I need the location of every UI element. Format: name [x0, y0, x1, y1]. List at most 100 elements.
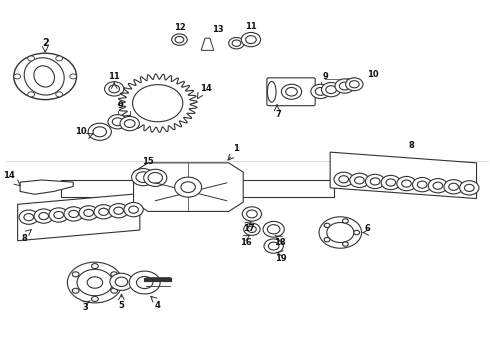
Text: 18: 18	[274, 238, 286, 247]
Circle shape	[263, 221, 284, 237]
Circle shape	[34, 209, 53, 223]
Text: 8: 8	[22, 234, 28, 243]
Circle shape	[87, 277, 102, 288]
Circle shape	[88, 123, 111, 140]
Circle shape	[181, 182, 196, 193]
Text: 11: 11	[245, 22, 257, 31]
Text: 14: 14	[200, 84, 212, 93]
Polygon shape	[134, 163, 243, 211]
Circle shape	[327, 222, 354, 243]
Circle shape	[112, 118, 123, 126]
Text: 3: 3	[82, 303, 88, 312]
Text: 13: 13	[212, 24, 224, 33]
Circle shape	[402, 180, 411, 187]
Circle shape	[124, 120, 135, 127]
Text: 17: 17	[243, 224, 254, 233]
Circle shape	[92, 296, 98, 301]
Circle shape	[56, 56, 63, 61]
Circle shape	[115, 277, 128, 287]
Circle shape	[340, 82, 350, 90]
Circle shape	[19, 210, 38, 224]
Circle shape	[246, 210, 257, 218]
Circle shape	[349, 81, 359, 88]
Text: 6: 6	[365, 224, 371, 233]
Circle shape	[465, 184, 474, 192]
Circle shape	[132, 168, 155, 186]
Text: 19: 19	[275, 254, 287, 263]
Text: 7: 7	[275, 111, 281, 120]
Circle shape	[64, 207, 83, 221]
Circle shape	[433, 182, 443, 189]
Circle shape	[370, 178, 380, 185]
Circle shape	[242, 207, 262, 221]
Circle shape	[109, 203, 128, 218]
Polygon shape	[330, 152, 477, 199]
Circle shape	[428, 179, 447, 193]
Circle shape	[281, 84, 302, 99]
Circle shape	[366, 174, 385, 189]
Circle shape	[148, 172, 163, 183]
Circle shape	[264, 239, 283, 253]
Circle shape	[79, 206, 98, 220]
Circle shape	[124, 203, 143, 217]
Circle shape	[444, 180, 463, 194]
Text: 4: 4	[155, 301, 161, 310]
Circle shape	[397, 176, 416, 191]
Circle shape	[136, 276, 153, 289]
Circle shape	[77, 269, 113, 296]
Circle shape	[326, 86, 337, 94]
Circle shape	[321, 82, 341, 97]
Circle shape	[120, 116, 139, 131]
Circle shape	[324, 238, 330, 242]
Circle shape	[110, 273, 133, 291]
Text: 2: 2	[42, 38, 49, 48]
Circle shape	[324, 223, 330, 228]
Text: 8: 8	[409, 141, 414, 150]
Circle shape	[334, 172, 353, 186]
Circle shape	[136, 172, 150, 183]
Circle shape	[129, 271, 160, 294]
Text: 15: 15	[142, 157, 154, 166]
Circle shape	[269, 242, 279, 250]
Circle shape	[144, 169, 167, 186]
Text: 14: 14	[3, 171, 15, 180]
Circle shape	[111, 272, 118, 277]
Circle shape	[345, 78, 363, 91]
Circle shape	[69, 210, 78, 217]
Circle shape	[343, 219, 348, 223]
Circle shape	[232, 40, 241, 46]
Circle shape	[68, 262, 122, 303]
Circle shape	[460, 181, 479, 195]
Circle shape	[94, 204, 113, 219]
Circle shape	[413, 177, 432, 192]
Circle shape	[335, 79, 354, 93]
Circle shape	[28, 92, 34, 97]
Circle shape	[354, 230, 360, 235]
Circle shape	[244, 223, 260, 235]
FancyBboxPatch shape	[267, 78, 315, 106]
Circle shape	[49, 208, 68, 222]
Circle shape	[355, 177, 364, 184]
Text: 12: 12	[173, 23, 185, 32]
Circle shape	[14, 53, 76, 100]
Text: 16: 16	[240, 238, 251, 247]
Circle shape	[99, 208, 108, 215]
Ellipse shape	[34, 66, 54, 87]
Ellipse shape	[24, 58, 64, 95]
Text: 1: 1	[234, 144, 240, 153]
Circle shape	[241, 32, 261, 47]
Bar	[61, 180, 150, 197]
Circle shape	[343, 242, 348, 246]
Circle shape	[92, 264, 98, 269]
Circle shape	[111, 288, 118, 293]
Polygon shape	[18, 194, 140, 241]
Circle shape	[350, 173, 369, 188]
Circle shape	[70, 74, 76, 79]
Circle shape	[172, 34, 187, 45]
Text: 10: 10	[74, 127, 86, 136]
Circle shape	[114, 207, 123, 214]
Polygon shape	[20, 180, 73, 194]
Text: 9: 9	[117, 101, 123, 110]
Circle shape	[56, 92, 63, 97]
Circle shape	[84, 209, 94, 216]
